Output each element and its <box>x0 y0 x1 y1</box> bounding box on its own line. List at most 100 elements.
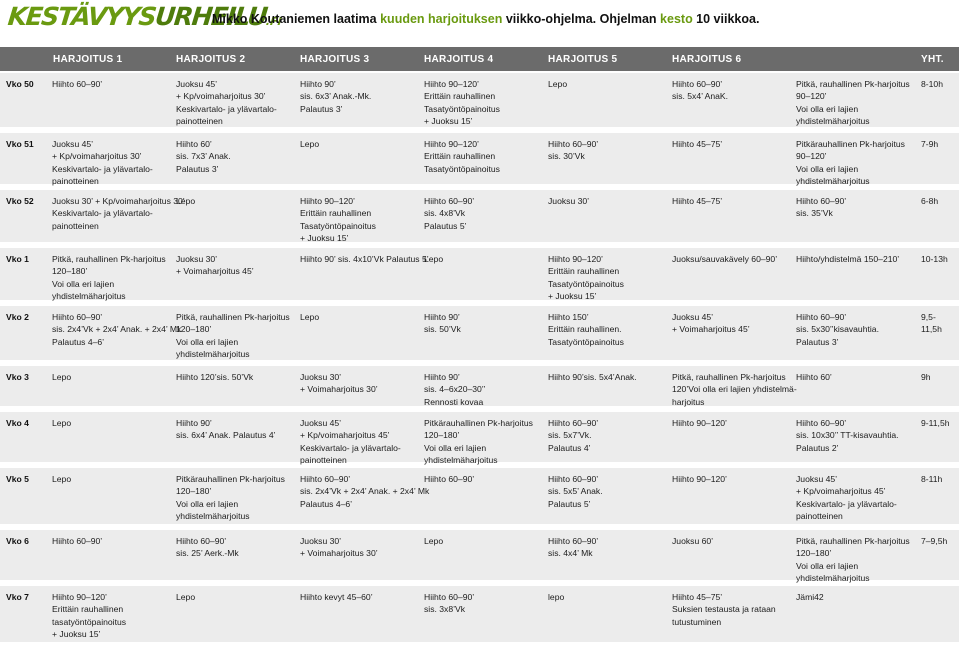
workout-cell-1: Juoksu 45’ + Kp/voimaharjoitus 30’ Keskiva… <box>52 138 153 188</box>
cell-line: Juoksu 45’ <box>672 312 714 322</box>
workout-cell-6: Juoksu 45’ + Voimaharjoitus 45’ <box>672 311 750 336</box>
cell-line: 10-13h <box>921 254 948 264</box>
workout-cell-5: Hiihto 90–120’ Erittäin rauhallinen Tasaty… <box>548 253 624 303</box>
cell-line: + Voimaharjoitus 45’ <box>672 324 750 335</box>
workout-cell-6: Pitkä, rauhallinen Pk-harjoitus 120’Voi o… <box>672 371 797 408</box>
cell-line: yhdistelmäharjoitus <box>796 176 870 187</box>
cell-line: Jämi42 <box>796 592 824 602</box>
total-hours-cell: 8-10h <box>921 78 943 90</box>
title-part-2: kuuden harjoituksen <box>380 12 503 26</box>
cell-line: Hiihto 90–120’ <box>52 592 107 602</box>
workout-cell-3: Hiihto 60–90’ sis. 2x4’Vk + 2x4’ Anak. + … <box>300 473 429 510</box>
cell-line: Juoksu 45’ <box>52 139 94 149</box>
cell-line: Juoksu 30’ + Kp/voimaharjoitus 30’ <box>52 196 185 206</box>
total-hours-cell: 9h <box>921 371 931 383</box>
cell-line: Voi olla eri lajien <box>796 560 859 571</box>
cell-line: Palautus 3’ <box>176 163 219 174</box>
workout-cell-5: Hiihto 60–90’ sis. 5x7’Vk. Palautus 4’ <box>548 417 598 454</box>
cell-line: Juoksu 45’ <box>300 418 342 428</box>
cell-line: Erittäin rauhallinen <box>424 91 496 102</box>
total-hours-cell: 6-8h <box>921 195 938 207</box>
cell-line: 120–180’ <box>176 324 212 335</box>
cell-line: Hiihto 90–120’ <box>424 79 479 89</box>
cell-line: Hiihto 60–90’ <box>548 418 599 428</box>
cell-line: 90–120’ <box>796 151 827 162</box>
cell-line: Lepo <box>424 536 444 546</box>
cell-line: 9-11,5h <box>921 418 950 428</box>
cell-line: Hiihto 90’ sis. 4x10’Vk Palautus 5’ <box>300 254 429 264</box>
cell-line: Juoksu 30’ <box>300 536 342 546</box>
cell-line: sis. 35’Vk <box>796 208 833 219</box>
cell-line: + Kp/voimaharjoitus 45’ <box>796 486 886 497</box>
cell-line: Hiihto 60–90’ <box>796 418 847 428</box>
cell-line: Voi olla eri lajien <box>176 498 239 509</box>
cell-line: Voi olla eri lajien <box>796 103 859 114</box>
cell-line: sis. 7x3’ Anak. <box>176 151 231 162</box>
cell-line: harjoitus <box>672 396 705 407</box>
cell-line: Hiihto 60’ <box>176 139 212 149</box>
cell-line: Hiihto 90’sis. 5x4’Anak. <box>548 372 637 382</box>
cell-line: Lepo <box>548 79 568 89</box>
workout-cell-7: Hiihto 60’ <box>796 371 832 383</box>
cell-line: Rennosti kovaa <box>424 396 484 407</box>
workout-cell-6: Hiihto 60–90’ sis. 5x4’ AnaK. <box>672 78 728 103</box>
cell-line: sis. 5x5’ Anak. <box>548 486 603 497</box>
cell-line: sis. 4x8’Vk <box>424 208 466 219</box>
workout-cell-7: Pitkä, rauhallinen Pk-harjoitus 120–180’ V… <box>796 535 910 585</box>
cell-line: Lepo <box>176 592 196 602</box>
workout-cell-2: Hiihto 60’ sis. 7x3’ Anak. Palautus 3’ <box>176 138 231 175</box>
cell-line: Hiihto 60–90’ <box>52 79 103 89</box>
cell-line: painotteinen <box>52 220 99 231</box>
cell-line: Pitkä, rauhallinen Pk-harjoitus <box>176 312 290 322</box>
cell-line: painotteinen <box>52 176 99 187</box>
workout-cell-4: Hiihto 90’ sis. 4–6x20–30’’ Rennosti kovaa <box>424 371 485 408</box>
cell-line: Keskivartalo- ja ylävartalo- <box>52 208 153 219</box>
column-header-5: HARJOITUS 5 <box>548 54 618 65</box>
workout-cell-4: Hiihto 60–90’ <box>424 473 474 485</box>
cell-line: 7–9,5h <box>921 536 948 546</box>
cell-line: Hiihto 60–90’ <box>796 312 847 322</box>
cell-line: sis. 4x4’ Mk <box>548 548 593 559</box>
cell-line: Erittäin rauhallinen <box>300 208 372 219</box>
workout-cell-7: Pitkärauhallinen Pk-harjoitus 90–120’ Voi … <box>796 138 905 188</box>
cell-line: painotteinen <box>300 455 347 466</box>
cell-line: Tasatyöntöpainoitus <box>548 278 624 289</box>
cell-line: Pitkä, rauhallinen Pk-harjoitus <box>52 254 166 264</box>
cell-line: Juoksu 30’ <box>176 254 218 264</box>
workout-cell-4: Hiihto 90–120’ Erittäin rauhallinen Tasaty… <box>424 138 500 175</box>
cell-line: Tasatyöntöpainoitus <box>548 336 624 347</box>
cell-line: tutustuminen <box>672 616 722 627</box>
total-hours-cell: 10-13h <box>921 253 948 265</box>
workout-cell-1: Hiihto 60–90’ <box>52 78 102 90</box>
workout-cell-2: Hiihto 90’ sis. 6x4’ Anak. Palautus 4’ <box>176 417 276 442</box>
cell-line: + Voimaharjoitus 30’ <box>300 548 378 559</box>
cell-line: sis. 5x4’ AnaK. <box>672 91 729 102</box>
cell-line: Hiihto 45–75’ <box>672 139 723 149</box>
cell-line: Hiihto 60–90’ <box>796 196 847 206</box>
cell-line: Hiihto 60–90’ <box>548 474 599 484</box>
cell-line: Juoksu 30’ <box>300 372 342 382</box>
cell-line: Hiihto 45–75’ <box>672 592 723 602</box>
cell-line: sis. 50’Vk <box>424 324 461 335</box>
cell-line: sis. 30’Vk <box>548 151 585 162</box>
cell-line: tasatyöntöpainoitus <box>52 616 127 627</box>
cell-line: + Kp/voimaharjoitus 30’ <box>176 91 266 102</box>
workout-cell-5: lepo <box>548 591 564 603</box>
cell-line: painotteinen <box>176 116 223 127</box>
cell-line: Pitkä, rauhallinen Pk-harjoitus <box>796 79 910 89</box>
cell-line: 120–180’ <box>796 548 832 559</box>
workout-cell-3: Juoksu 30’ + Voimaharjoitus 30’ <box>300 371 378 396</box>
cell-line: Hiihto 90–120’ <box>672 474 727 484</box>
table-row: Vko 51 Juoksu 45’ + Kp/voimaharjoitus 30’ K… <box>0 133 959 186</box>
workout-cell-2: Juoksu 45’ + Kp/voimaharjoitus 30’ Keskiva… <box>176 78 277 128</box>
cell-line: sis. 6x3’ Anak.-Mk. <box>300 91 372 102</box>
workout-cell-3: Hiihto 90–120’ Erittäin rauhallinen Tasaty… <box>300 195 376 245</box>
cell-line: painotteinen <box>796 511 843 522</box>
cell-line: + Juoksu 15’ <box>300 233 349 244</box>
cell-line: Hiihto 60–90’ <box>672 79 723 89</box>
cell-line: sis. 4–6x20–30’’ <box>424 384 486 395</box>
cell-line: yhdistelmäharjoitus <box>176 349 250 360</box>
cell-line: Hiihto 60–90’ <box>300 474 351 484</box>
cell-line: Hiihto 120’sis. 50’Vk <box>176 372 254 382</box>
cell-line: 11,5h <box>921 324 942 335</box>
